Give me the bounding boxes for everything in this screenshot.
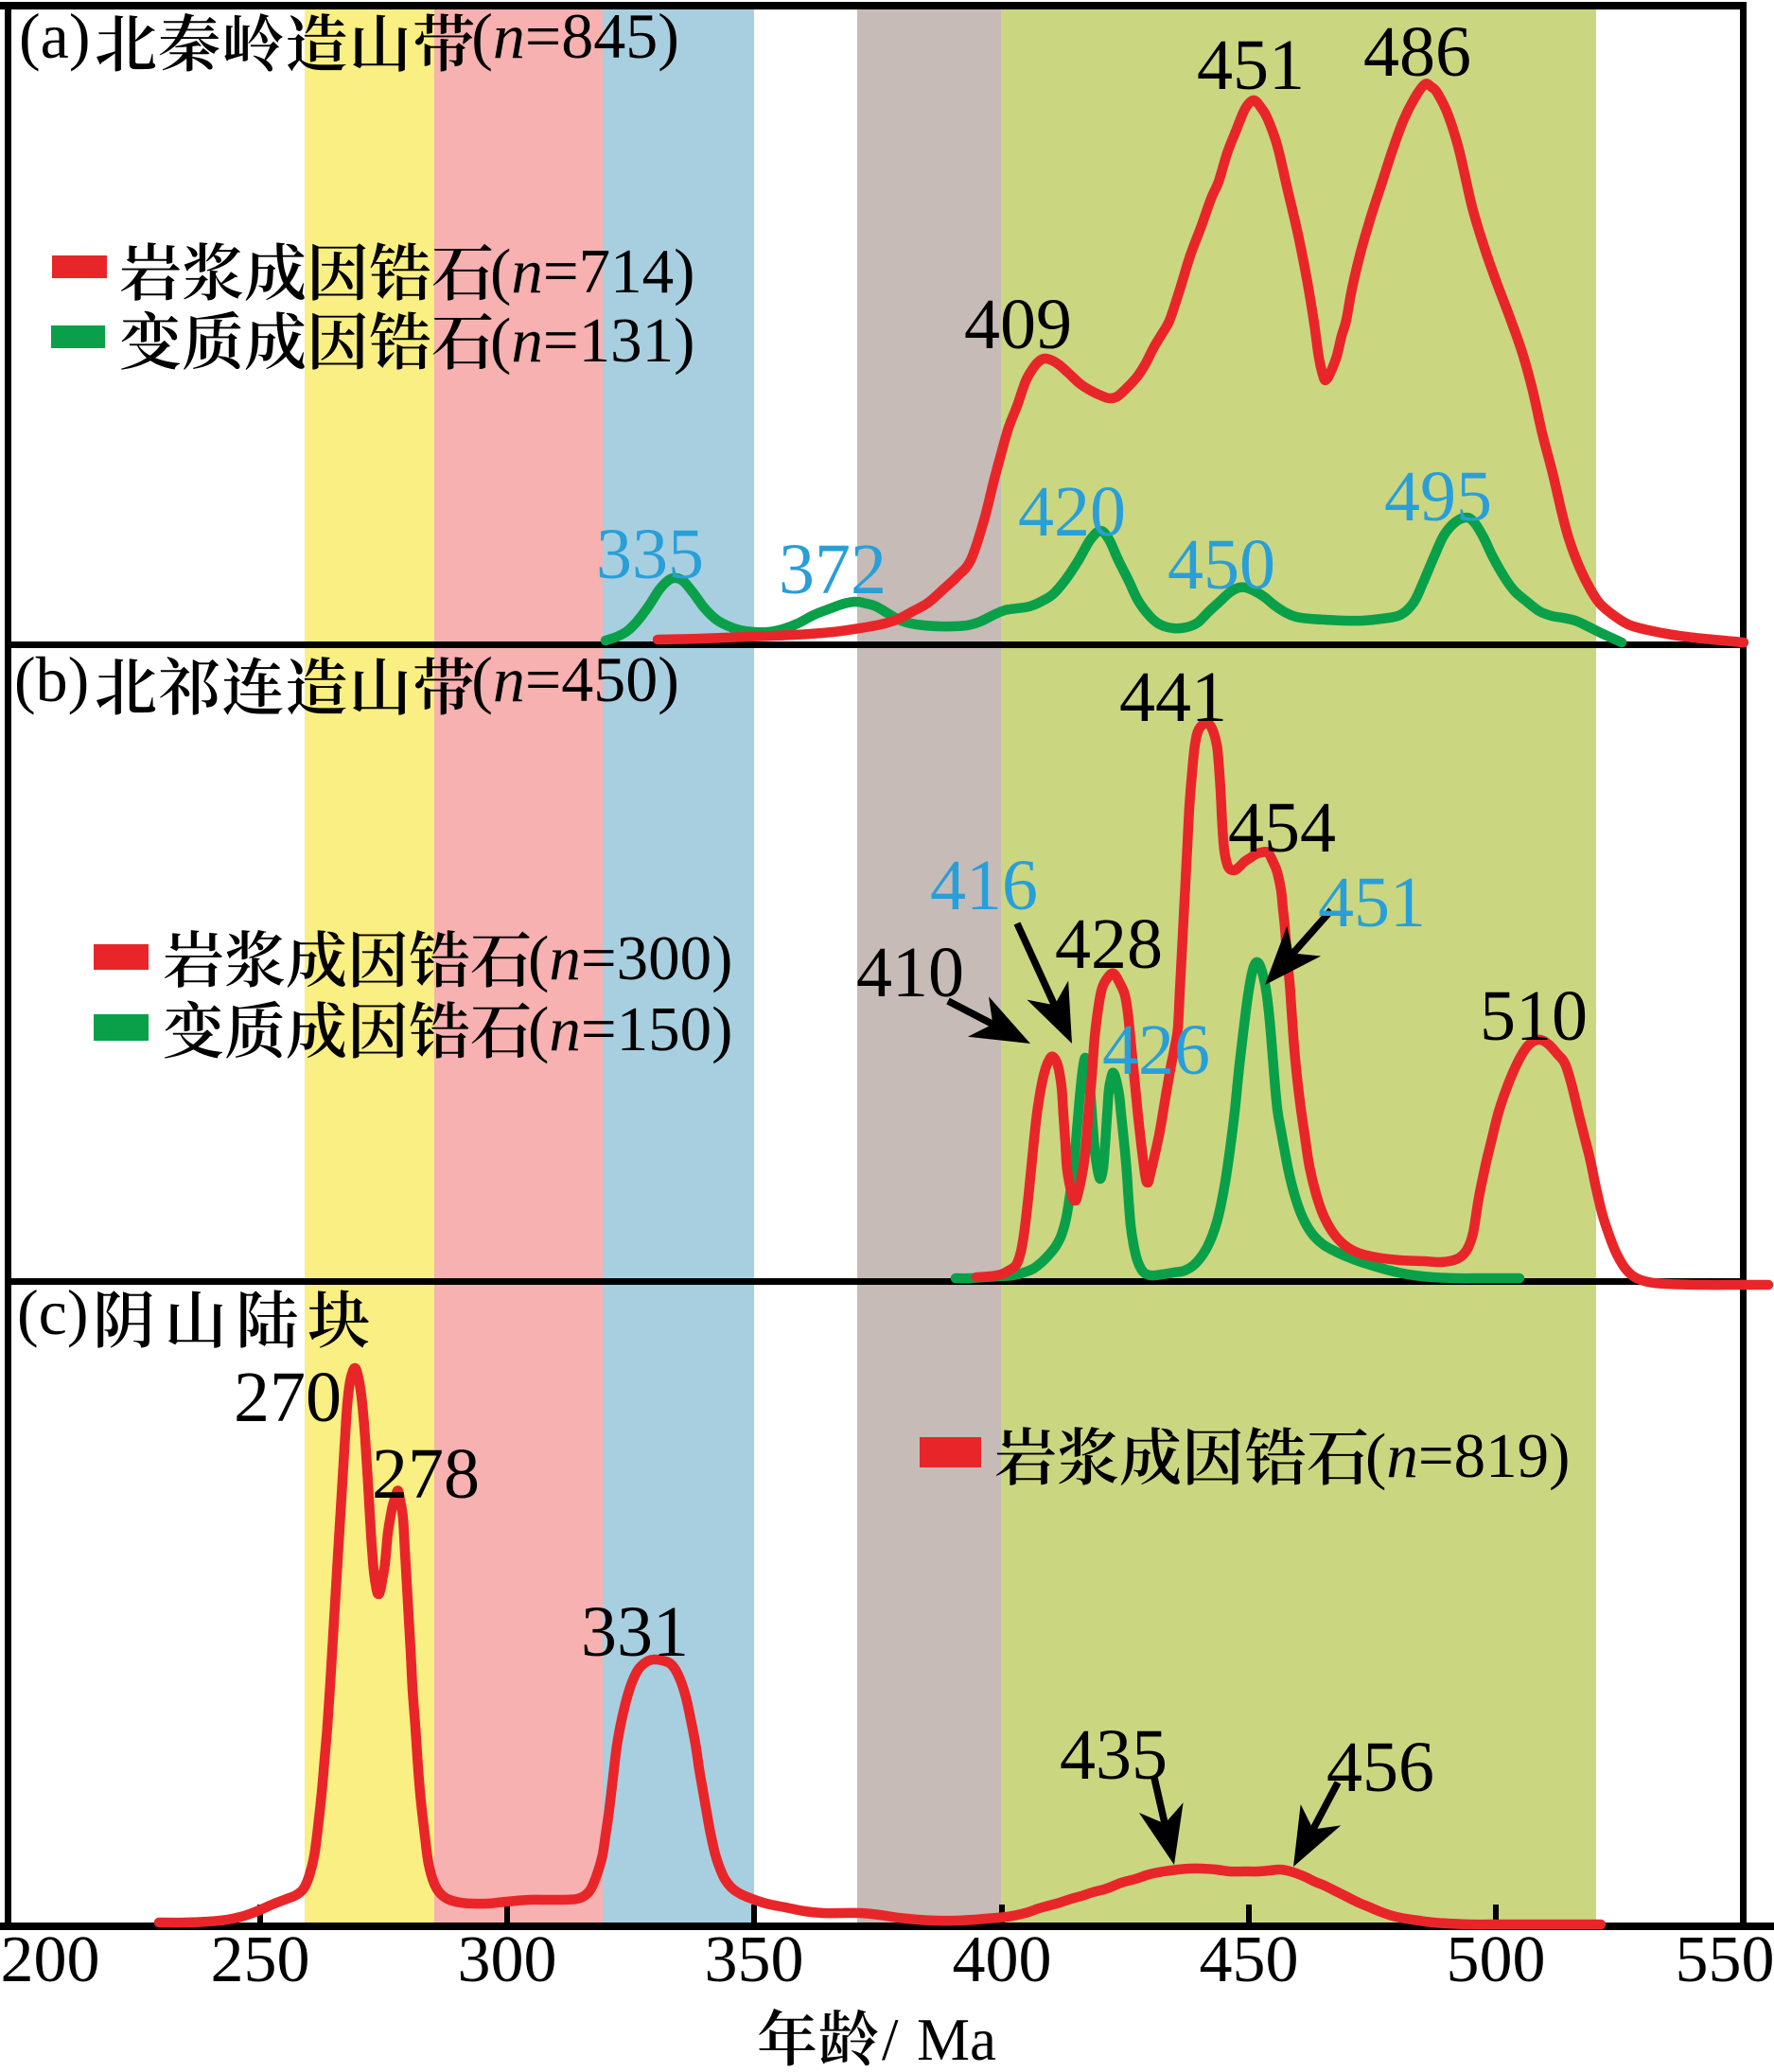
svg-text:200: 200	[1, 1923, 100, 1996]
svg-text:250: 250	[211, 1923, 310, 1996]
svg-text:335: 335	[596, 515, 704, 594]
svg-text:510: 510	[1480, 976, 1588, 1056]
svg-text:441: 441	[1119, 658, 1227, 737]
svg-text:550: 550	[1676, 1923, 1774, 1996]
svg-text:300: 300	[458, 1923, 557, 1996]
svg-text:450: 450	[1168, 525, 1275, 605]
svg-text:(n=300): (n=300)	[528, 923, 732, 993]
svg-text:Ma: Ma	[917, 2007, 996, 2072]
svg-text:(n=150): (n=150)	[528, 994, 732, 1064]
svg-text:278: 278	[372, 1434, 480, 1514]
svg-text:451: 451	[1197, 26, 1305, 105]
svg-text:(n=714): (n=714)	[490, 237, 694, 307]
svg-text:350: 350	[705, 1923, 804, 1996]
svg-text:416: 416	[930, 846, 1038, 925]
svg-text:(c): (c)	[17, 1276, 88, 1348]
svg-text:426: 426	[1102, 1010, 1210, 1090]
svg-text:454: 454	[1228, 788, 1336, 868]
svg-text:450: 450	[1200, 1923, 1299, 1996]
svg-text:456: 456	[1326, 1728, 1434, 1807]
svg-text:410: 410	[856, 933, 964, 1012]
svg-text:270: 270	[234, 1358, 342, 1437]
svg-text:331: 331	[581, 1592, 689, 1672]
svg-text:(n=131): (n=131)	[490, 306, 694, 376]
svg-text:500: 500	[1447, 1923, 1546, 1996]
svg-text:409: 409	[964, 285, 1072, 364]
svg-text:428: 428	[1055, 904, 1163, 984]
svg-text:435: 435	[1060, 1715, 1168, 1795]
svg-text:420: 420	[1018, 472, 1126, 552]
svg-text:400: 400	[953, 1923, 1052, 1996]
svg-text:451: 451	[1318, 863, 1426, 942]
svg-text:495: 495	[1384, 457, 1492, 536]
svg-text:/: /	[882, 2007, 899, 2072]
svg-text:(a): (a)	[19, 0, 90, 72]
svg-text:486: 486	[1363, 12, 1471, 92]
svg-text:(n=450): (n=450)	[471, 643, 679, 715]
svg-text:(b): (b)	[14, 643, 89, 715]
svg-text:(n=819): (n=819)	[1365, 1421, 1570, 1491]
svg-text:372: 372	[779, 530, 887, 609]
svg-text:(n=845): (n=845)	[471, 0, 679, 72]
